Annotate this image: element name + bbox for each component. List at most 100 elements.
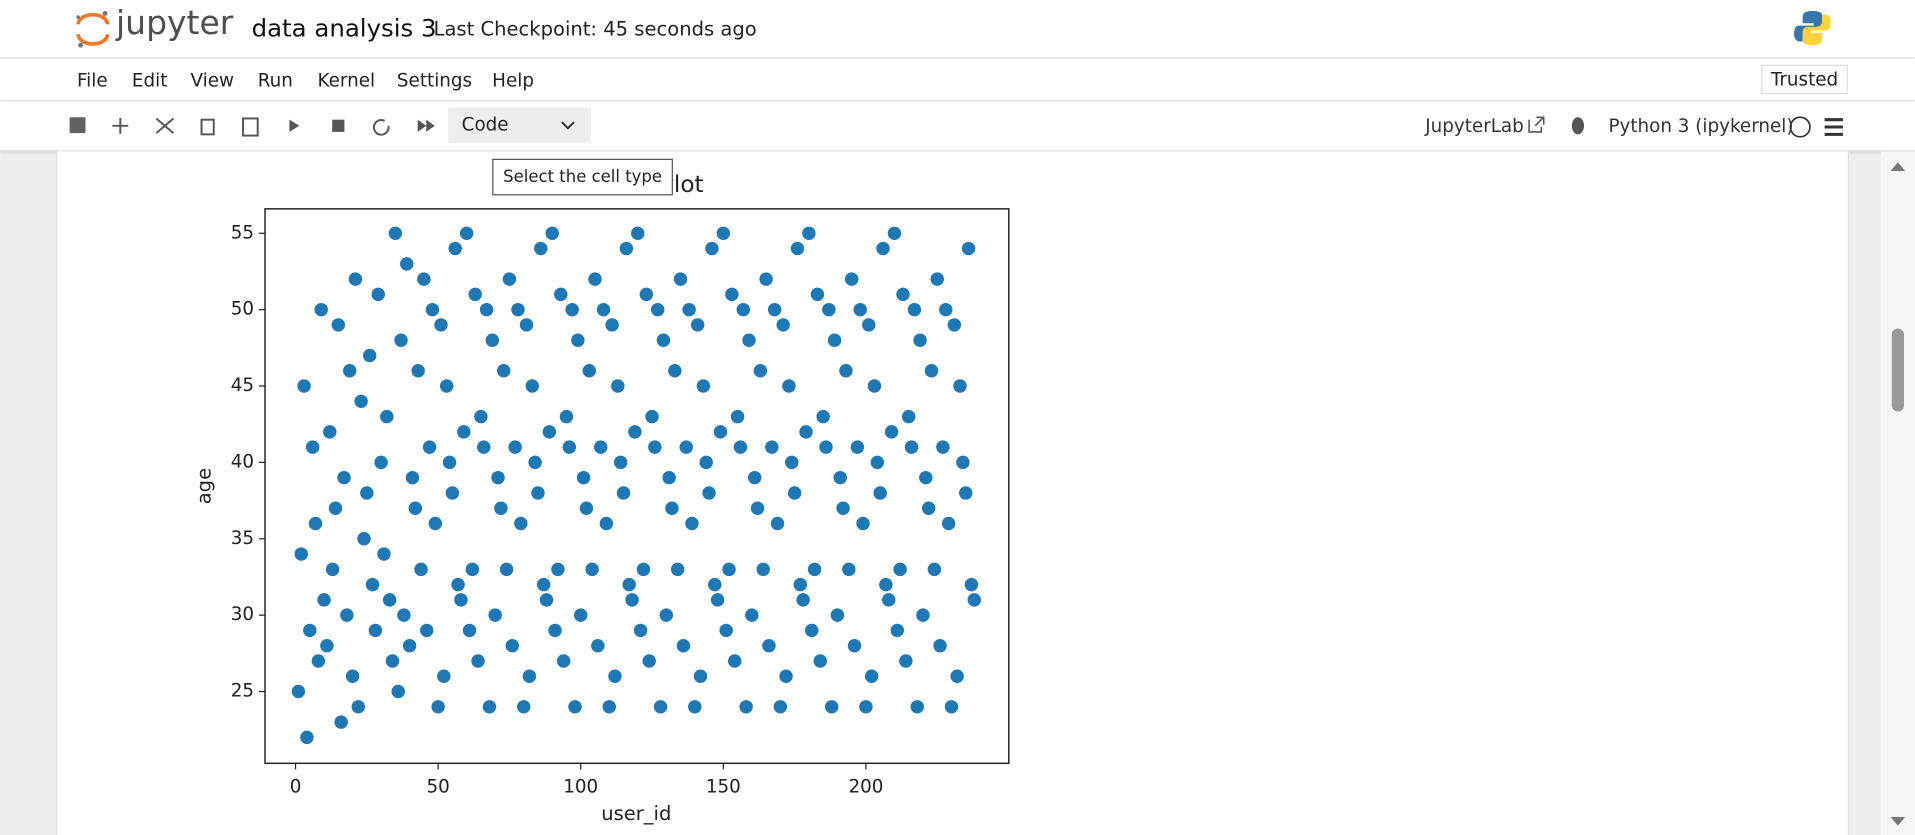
scatter-point (790, 241, 805, 256)
scatter-point (631, 226, 645, 240)
scatter-point (961, 241, 976, 256)
scatter-point (719, 623, 733, 638)
scatter-point (471, 654, 485, 668)
scatter-point (862, 318, 876, 332)
scatter-point (733, 440, 748, 454)
checkpoint: Last Checkpoint: 45 seconds ago (433, 17, 757, 41)
restart-button[interactable] (372, 119, 390, 136)
scatter-point (371, 287, 385, 302)
scatter-point (742, 333, 756, 347)
menu-item[interactable]: Run (257, 69, 293, 92)
menu-item[interactable]: Settings (396, 69, 473, 92)
scatter-point (830, 608, 845, 622)
scatter-point (853, 302, 867, 317)
scatter-point (679, 440, 693, 454)
scatter-point (896, 287, 910, 302)
scatter-point (870, 455, 885, 470)
scatter-point (485, 333, 500, 347)
scatter-point (582, 364, 596, 378)
scatter-point (454, 593, 468, 607)
menu-item[interactable]: File (76, 69, 108, 92)
scatter-point (673, 272, 688, 286)
add-button[interactable] (112, 117, 129, 134)
scatter-point (439, 379, 454, 393)
debugger-button[interactable] (1571, 117, 1585, 135)
menu-button[interactable] (1824, 118, 1843, 136)
scatter-point (670, 562, 685, 577)
scatter-point (502, 272, 517, 286)
y-tick-label: 30 (231, 604, 254, 625)
scatter-point (913, 333, 927, 347)
scatter-point (588, 272, 602, 286)
scatter-point (525, 379, 539, 393)
menu-item[interactable]: View (190, 69, 235, 92)
kernel-name[interactable]: Python 3 (ipykernel) (1608, 114, 1794, 137)
scatter-point (397, 608, 411, 622)
toolbar-icons (69, 117, 435, 137)
copy-button[interactable] (200, 118, 215, 136)
scatter-point (807, 562, 822, 577)
run-button[interactable] (289, 119, 300, 132)
scatter-point (300, 730, 314, 745)
scatter-point (785, 455, 799, 470)
y-tick-label: 45 (231, 375, 254, 396)
scrollbar-parts (1890, 162, 1906, 826)
plot-frame (264, 208, 1010, 765)
scatter-point (702, 486, 716, 500)
menu-item[interactable]: Edit (131, 69, 168, 92)
scatter-point (385, 654, 400, 668)
scatter-point (824, 700, 839, 714)
trusted-badge[interactable]: Trusted (1761, 64, 1848, 95)
scatter-point (739, 700, 753, 714)
scatter-point (297, 379, 311, 393)
scatter-point (842, 562, 856, 577)
cut-button[interactable] (155, 117, 175, 134)
scatter-point (642, 654, 656, 668)
scatter-point (762, 638, 776, 653)
scatter-point (879, 577, 893, 592)
dropdown-arrow (561, 121, 575, 130)
scatter-point (716, 226, 731, 240)
scatter-point (827, 333, 842, 347)
scatter-point (956, 455, 970, 470)
save-button[interactable] (69, 117, 86, 134)
scatter-point (930, 272, 944, 286)
scrollbar[interactable] (1880, 151, 1915, 835)
scatter-point (562, 440, 577, 454)
scatter-point (633, 623, 648, 638)
scatter-point (554, 287, 568, 302)
scatter-point (468, 287, 482, 302)
scatter-point (308, 516, 323, 531)
scatter-point (708, 577, 722, 592)
scatter-point (688, 700, 702, 714)
scatter-point (357, 532, 371, 546)
jupyter-logo-icon (76, 10, 110, 48)
scatter-point (676, 638, 691, 653)
scatter-point (847, 638, 862, 653)
scatter-point (303, 623, 317, 638)
scatter-point (799, 425, 813, 439)
run-all-button[interactable] (417, 119, 435, 132)
scatter-point (616, 486, 631, 500)
scatter-point (354, 394, 368, 409)
cell-type-dropdown[interactable]: Code (448, 107, 592, 143)
paste-button[interactable] (242, 117, 259, 137)
scatter-point (810, 287, 825, 302)
scatter-point (539, 593, 554, 607)
scatter-point (802, 226, 816, 240)
scatter-point (343, 364, 357, 378)
scatter-point (662, 470, 676, 485)
stop-button[interactable] (332, 119, 345, 132)
toolbar: Code JupyterLab Python 3 (ipykernel) (0, 101, 1915, 152)
jupyterlab-link[interactable]: JupyterLab (1425, 114, 1524, 137)
menu-item[interactable]: Help (492, 69, 534, 92)
scatter-point (805, 623, 819, 638)
scatter-point (551, 562, 565, 577)
scatter-point (619, 241, 634, 256)
scatter-point (431, 700, 445, 714)
scatter-point (428, 516, 442, 531)
menu-item[interactable]: Kernel (317, 69, 376, 92)
scatter-point (457, 425, 471, 439)
notebook-name[interactable]: data analysis 3 (251, 13, 437, 43)
